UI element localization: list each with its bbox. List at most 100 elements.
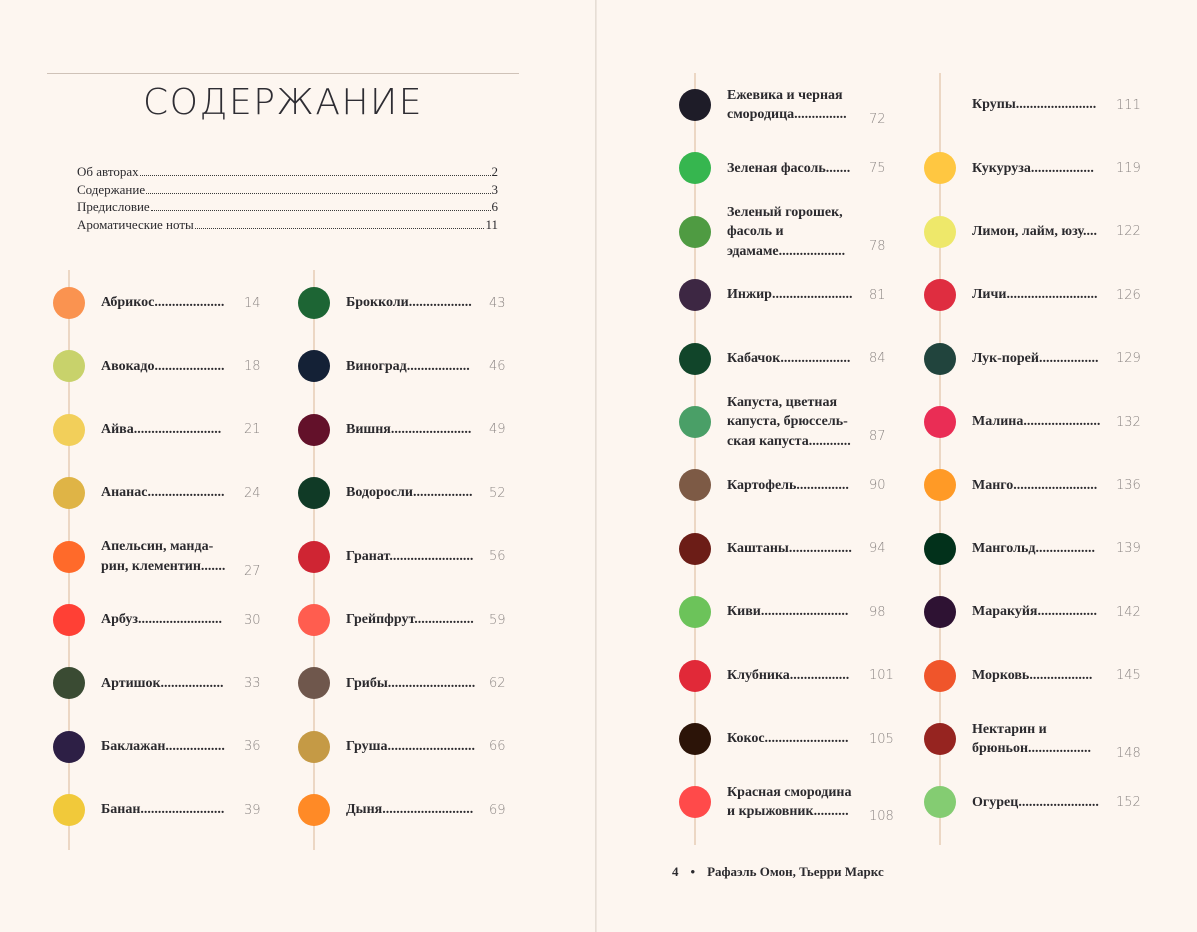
contents-entry[interactable]: Брокколи.................. 43 xyxy=(298,273,538,333)
contents-entry[interactable]: Киви......................... 98 xyxy=(679,582,919,642)
entry-page-number: 84 xyxy=(869,351,886,367)
entry-label: Апельсин, манда- рин, клементин....... xyxy=(101,539,226,574)
contents-entry[interactable]: Морковь.................. 145 xyxy=(924,646,1164,706)
color-dot xyxy=(53,477,85,510)
entry-page-number: 122 xyxy=(1116,224,1141,240)
color-dot xyxy=(679,659,711,692)
contents-entry[interactable]: Арбуз........................ 30 xyxy=(53,590,293,650)
contents-entry[interactable]: Зеленый горошек, фасоль и эдамаме.......… xyxy=(679,202,919,262)
color-dot xyxy=(679,469,711,502)
contents-entry[interactable]: Картофель............... 90 xyxy=(679,455,919,515)
contents-entry[interactable]: Авокадо.................... 18 xyxy=(53,336,293,396)
contents-entry[interactable]: Личи.......................... 126 xyxy=(924,265,1164,325)
contents-entry[interactable]: Лимон, лайм, юзу.... 122 xyxy=(924,202,1164,262)
front-matter-list: Об авторах 2 Содержание 3 Предисловие 6 Аромат… xyxy=(77,163,498,233)
footer-bullet: • xyxy=(690,864,696,879)
color-dot xyxy=(924,342,956,375)
contents-entry[interactable]: Лук-порей................. 129 xyxy=(924,329,1164,389)
entry-label: Ежевика и черная смородица..............… xyxy=(727,87,847,123)
entry-label: Авокадо.................... xyxy=(101,358,225,374)
contents-entry[interactable]: Водоросли................. 52 xyxy=(298,463,538,523)
color-dot xyxy=(924,215,956,248)
contents-entry[interactable]: Кабачок.................... 84 xyxy=(679,329,919,389)
color-dot xyxy=(924,723,956,755)
contents-entry[interactable]: Кукуруза.................. 119 xyxy=(924,138,1164,198)
entry-label: Арбуз........................ xyxy=(101,612,222,628)
front-matter-label: Об авторах xyxy=(77,164,139,179)
entry-label: Ананас...................... xyxy=(101,485,225,501)
contents-entry[interactable]: Капуста, цветная капуста, брюссель- ская… xyxy=(679,392,919,452)
entry-label: Брокколи.................. xyxy=(346,295,472,311)
entry-page-number: 132 xyxy=(1116,414,1141,430)
entry-page-number: 66 xyxy=(489,739,506,755)
color-dot xyxy=(924,532,956,565)
contents-entry[interactable]: Апельсин, манда- рин, клементин....... 27 xyxy=(53,527,293,587)
leader-dots xyxy=(194,227,485,229)
entry-label: Инжир....................... xyxy=(727,287,853,303)
contents-entry[interactable]: Артишок.................. 33 xyxy=(53,653,293,713)
contents-entry[interactable]: Клубника................. 101 xyxy=(679,646,919,706)
contents-entry[interactable]: Нектарин и брюньон.................. 148 xyxy=(924,709,1164,769)
entry-page-number: 18 xyxy=(244,358,261,374)
entry-label: Кокос........................ xyxy=(727,731,849,747)
entry-page-number: 14 xyxy=(244,295,261,311)
contents-entry[interactable]: Крупы....................... 111 xyxy=(924,75,1164,135)
entry-page-number: 75 xyxy=(869,160,886,176)
entry-page-number: 142 xyxy=(1116,604,1141,620)
entry-label: Маракуйя................. xyxy=(972,604,1098,620)
contents-entry[interactable]: Ежевика и черная смородица..............… xyxy=(679,75,919,135)
front-matter-item: Содержание 3 xyxy=(77,181,498,199)
entry-page-number: 49 xyxy=(489,422,506,438)
entry-label: Артишок.................. xyxy=(101,675,224,691)
entry-page-number: 139 xyxy=(1116,541,1141,557)
contents-entry[interactable]: Гранат........................ 56 xyxy=(298,527,538,587)
entry-label: Абрикос.................... xyxy=(101,295,225,311)
contents-entry[interactable]: Айва......................... 21 xyxy=(53,400,293,460)
leader-dots xyxy=(146,192,491,194)
contents-entry[interactable]: Грибы......................... 62 xyxy=(298,653,538,713)
contents-entry[interactable]: Баклажан................. 36 xyxy=(53,717,293,777)
color-dot xyxy=(53,667,85,700)
top-rule xyxy=(47,73,519,74)
entry-label: Лимон, лайм, юзу.... xyxy=(972,224,1098,240)
front-matter-item: Об авторах 2 xyxy=(77,163,498,181)
contents-entry[interactable]: Банан........................ 39 xyxy=(53,780,293,840)
contents-entry[interactable]: Инжир....................... 81 xyxy=(679,265,919,325)
contents-entry[interactable]: Абрикос.................... 14 xyxy=(53,273,293,333)
authors: Рафаэль Омон, Тьерри Маркс xyxy=(707,864,884,879)
entry-page-number: 101 xyxy=(869,668,894,684)
contents-entry[interactable]: Маракуйя................. 142 xyxy=(924,582,1164,642)
entry-page-number: 90 xyxy=(869,477,886,493)
contents-entry[interactable]: Груша......................... 66 xyxy=(298,717,538,777)
color-dot xyxy=(924,406,956,438)
color-dot xyxy=(53,287,85,319)
contents-entry[interactable]: Мангольд................. 139 xyxy=(924,519,1164,579)
contents-entry[interactable]: Зеленая фасоль....... 75 xyxy=(679,138,919,198)
color-dot xyxy=(298,540,330,573)
entry-label: Груша......................... xyxy=(346,739,475,755)
entry-label: Лук-порей................. xyxy=(972,350,1099,366)
contents-entry[interactable]: Малина...................... 132 xyxy=(924,392,1164,452)
front-matter-item: Предисловие 6 xyxy=(77,198,498,216)
column-line xyxy=(939,73,941,845)
entry-page-number: 129 xyxy=(1116,351,1141,367)
contents-entry[interactable]: Манго........................ 136 xyxy=(924,455,1164,515)
entry-page-number: 126 xyxy=(1116,287,1141,303)
contents-entry[interactable]: Каштаны.................. 94 xyxy=(679,519,919,579)
contents-entry[interactable]: Красная смородина и крыжовник.......... 1… xyxy=(679,772,919,832)
contents-entry[interactable]: Виноград.................. 46 xyxy=(298,336,538,396)
contents-entry[interactable]: Кокос........................ 105 xyxy=(679,709,919,769)
entry-page-number: 33 xyxy=(244,675,261,691)
entry-page-number: 87 xyxy=(869,429,886,444)
entry-label: Картофель............... xyxy=(727,477,849,493)
entry-label: Киви......................... xyxy=(727,604,849,620)
contents-entry[interactable]: Огурец....................... 152 xyxy=(924,772,1164,832)
color-dot xyxy=(924,279,956,312)
contents-entry[interactable]: Грейпфрут................. 59 xyxy=(298,590,538,650)
contents-entry[interactable]: Ананас...................... 24 xyxy=(53,463,293,523)
contents-entry[interactable]: Дыня.......................... 69 xyxy=(298,780,538,840)
color-dot xyxy=(924,469,956,502)
contents-entry[interactable]: Вишня....................... 49 xyxy=(298,400,538,460)
front-matter-page: 11 xyxy=(485,216,498,232)
